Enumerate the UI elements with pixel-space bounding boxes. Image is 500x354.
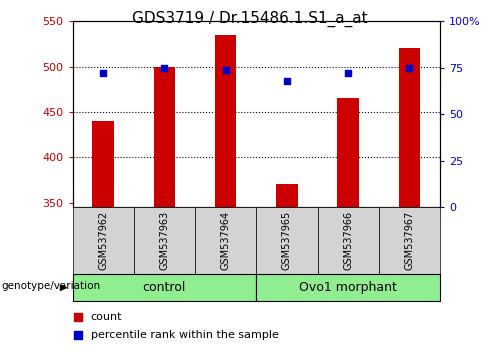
Bar <box>72 274 256 301</box>
Bar <box>398 48 420 207</box>
Point <box>160 65 168 70</box>
Bar <box>154 67 175 207</box>
Point <box>344 70 352 76</box>
Point <box>283 78 291 84</box>
Text: GSM537967: GSM537967 <box>404 211 414 270</box>
Text: GDS3719 / Dr.15486.1.S1_a_at: GDS3719 / Dr.15486.1.S1_a_at <box>132 11 368 27</box>
Text: Ovo1 morphant: Ovo1 morphant <box>299 281 397 294</box>
Text: GSM537964: GSM537964 <box>220 211 230 270</box>
Bar <box>276 184 297 207</box>
Bar <box>215 35 236 207</box>
Point <box>244 217 252 222</box>
Text: percentile rank within the sample: percentile rank within the sample <box>90 330 278 341</box>
Bar <box>134 207 195 274</box>
Bar <box>256 274 440 301</box>
Bar <box>338 98 359 207</box>
Text: GSM537962: GSM537962 <box>98 211 108 270</box>
Text: GSM537965: GSM537965 <box>282 211 292 270</box>
Bar <box>195 207 256 274</box>
Bar <box>72 207 134 274</box>
Bar <box>92 121 114 207</box>
Text: GSM537963: GSM537963 <box>160 211 170 270</box>
Bar <box>256 207 318 274</box>
Bar <box>379 207 440 274</box>
Point <box>244 49 252 55</box>
Text: count: count <box>90 312 122 322</box>
Text: GSM537966: GSM537966 <box>343 211 353 270</box>
Point <box>406 65 413 70</box>
Text: genotype/variation: genotype/variation <box>2 281 100 291</box>
Bar <box>318 207 379 274</box>
Point <box>222 67 230 73</box>
Point <box>99 70 107 76</box>
Text: control: control <box>142 281 186 294</box>
